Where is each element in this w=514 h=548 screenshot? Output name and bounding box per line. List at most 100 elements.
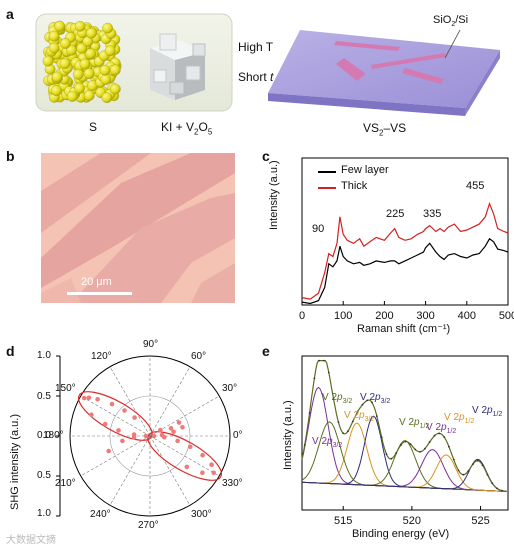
panel-label-b: b <box>6 148 15 164</box>
polar-spoke <box>109 435 151 506</box>
shg-data-point <box>122 408 127 413</box>
polar-spoke <box>149 366 191 437</box>
panel-a: High T Short t S KI + V2O5 SiO2/Si VS2–V… <box>0 0 514 145</box>
label-substrate: SiO2/Si <box>433 14 469 29</box>
sulfur-particle <box>76 42 88 54</box>
raman-legend-swatch-thick <box>318 187 336 189</box>
xps-data-point <box>443 436 445 438</box>
sulfur-particle <box>101 92 113 103</box>
raman-ylabel: Intensity (a.u.) <box>268 160 280 230</box>
shg-data-point <box>131 435 137 440</box>
xps-data-point <box>323 359 325 362</box>
shg-data-point <box>211 470 216 476</box>
xps-data-point <box>481 464 484 467</box>
xps-data-point <box>457 469 460 472</box>
shg-data-point <box>200 452 205 458</box>
xps-data-point <box>452 458 455 461</box>
shg-data-point <box>176 420 182 425</box>
shg-radial-tick-0: 1.0 <box>37 350 51 361</box>
polar-ring-outer <box>69 355 231 517</box>
polar-spoke <box>109 366 151 437</box>
shg-angle-210: 210° <box>55 478 76 489</box>
polar-spoke <box>149 435 191 506</box>
sulfur-particle <box>48 30 60 42</box>
sulfur-particle <box>42 55 54 67</box>
xps-data-point <box>500 489 503 492</box>
xps-xtick-label: 520 <box>403 515 421 527</box>
label-ki-v2o5: KI + V2O5 <box>161 120 213 137</box>
shg-data-point <box>159 432 165 438</box>
xps-data-point <box>404 440 407 443</box>
raman-annotation-225: 225 <box>386 208 405 220</box>
sulfur-particle <box>66 91 78 102</box>
xps-data-point <box>347 430 349 433</box>
polar-ring-inner <box>109 395 191 477</box>
shg-fit-lobe <box>147 431 222 481</box>
shg-radial-tick-4: 1.0 <box>37 508 51 519</box>
shg-angle-60: 60° <box>191 351 207 362</box>
sulfur-particle <box>85 48 97 60</box>
shg-angle-150: 150° <box>55 383 76 394</box>
xps-data-point <box>308 412 311 414</box>
shg-data-point <box>131 432 137 437</box>
raman-legend-thick: Thick <box>341 180 368 192</box>
xps-xtick-label: 515 <box>334 515 352 527</box>
sulfur-particle <box>74 82 85 94</box>
raman-legend-few-layer: Few layer <box>341 164 389 176</box>
xps-data-point <box>414 448 417 451</box>
xps-component-peak <box>302 449 507 492</box>
shg-data-point <box>116 428 121 433</box>
sulfur-particle <box>102 22 113 34</box>
xps-xlabel: Binding energy (eV) <box>352 528 450 540</box>
shg-data-point <box>151 433 157 439</box>
xps-ylabel: Intensity (a.u.) <box>282 400 294 470</box>
shg-data-point <box>106 448 111 454</box>
shg-data-point <box>86 395 92 401</box>
shg-angle-120: 120° <box>91 351 112 362</box>
xps-annotation-blue-2: V 2p1/2 <box>472 405 503 418</box>
sulfur-particle <box>72 68 84 80</box>
label-product: VS2–VS <box>363 121 407 138</box>
xps-data-point <box>342 432 345 435</box>
xps-component-peak <box>301 421 507 492</box>
shg-radial-tick-2: 0.0 <box>37 430 51 441</box>
panel-label-e: e <box>262 343 270 359</box>
xps-component-peak <box>302 422 507 492</box>
panel-label-a: a <box>6 6 14 22</box>
xps-data-point <box>318 359 321 362</box>
raman-xlabel: Raman shift (cm⁻¹) <box>357 323 451 335</box>
ki-v2o5-crystals-illustration <box>150 33 206 100</box>
scale-bar <box>67 292 132 295</box>
sulfur-cluster-illustration <box>42 20 122 103</box>
shg-data-point <box>168 426 174 431</box>
shg-data-point <box>81 395 87 401</box>
raman-series-few-layer <box>301 237 509 305</box>
shg-data-point <box>184 464 190 470</box>
raman-annotation-335: 335 <box>423 208 442 220</box>
sulfur-particle <box>79 58 91 70</box>
shg-data-point <box>102 421 108 427</box>
xps-data-point <box>385 453 388 456</box>
shg-data-point <box>132 415 137 420</box>
xps-data-point <box>496 487 498 490</box>
xps-data-point <box>448 445 450 448</box>
xps-data-point <box>327 371 330 374</box>
xps-data-point <box>337 421 340 423</box>
xps-annotation-purple-1: V 2p3/2 <box>312 436 343 449</box>
shg-angle-270: 270° <box>138 520 159 531</box>
shg-data-point <box>200 470 205 476</box>
shg-data-point <box>187 444 193 450</box>
polar-spoke <box>149 435 220 477</box>
panel-label-d: d <box>6 343 15 359</box>
sulfur-particle <box>59 58 71 69</box>
polar-spoke <box>149 395 220 437</box>
raman-xtick-label: 0 <box>299 310 305 322</box>
xps-component-peak <box>302 454 507 492</box>
sulfur-particle <box>74 20 86 32</box>
shg-data-point <box>171 429 176 435</box>
sulfur-particle <box>51 71 63 83</box>
polar-spoke <box>80 435 151 477</box>
xps-data-point <box>486 473 489 476</box>
panel-b-micrograph: 20 μm <box>41 153 235 303</box>
label-sulfur: S <box>89 120 98 134</box>
